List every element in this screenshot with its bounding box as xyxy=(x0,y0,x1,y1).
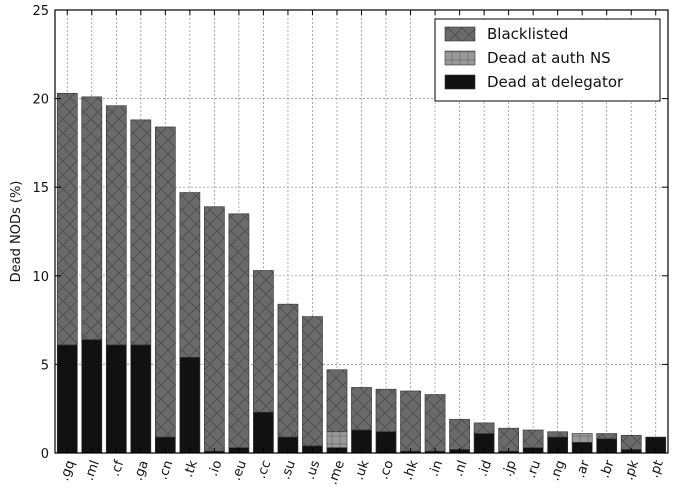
legend-swatch-hatch-dead-at-auth-ns xyxy=(445,51,475,65)
axes: 0 5 10 15 20 25 .gq .ml .cf .ga .cn .tk .io .eu .cc .su… xyxy=(32,4,668,487)
x-tick-label: .ru xyxy=(524,458,544,480)
bar-dead-at-delegator xyxy=(81,339,103,454)
x-tick-label: .io xyxy=(206,458,225,478)
bar-hatch-blacklisted xyxy=(375,389,397,432)
bar-hatch-blacklisted xyxy=(449,419,470,450)
bar-hatch-blacklisted xyxy=(106,105,127,345)
x-tick-label: .pk xyxy=(621,458,642,482)
x-tick-label: .cf xyxy=(108,458,128,478)
bar-hatch-blacklisted xyxy=(523,429,544,448)
bar-hatch-blacklisted xyxy=(277,304,298,438)
bar-hatch-blacklisted xyxy=(547,431,568,438)
x-tick-label: .in xyxy=(427,458,447,478)
bar-dead-at-delegator xyxy=(105,344,127,454)
bar-hatch-blacklisted xyxy=(253,270,274,413)
x-tick-label: .nl xyxy=(451,458,471,478)
bar-hatch-dead-at-auth-ns xyxy=(572,433,593,443)
bar-hatch-blacklisted xyxy=(204,206,225,452)
x-tick-label: .tk xyxy=(181,458,201,479)
bar-hatch-blacklisted xyxy=(179,192,200,358)
y-tick-label: 25 xyxy=(32,4,49,19)
bar-dead-at-delegator xyxy=(56,344,78,454)
x-tick-label: .jp xyxy=(500,458,520,478)
x-tick-label: .pt xyxy=(647,458,667,480)
bar-hatch-blacklisted xyxy=(155,126,176,438)
bar-hatch-blacklisted xyxy=(57,93,78,345)
legend-label-dead-at-auth-ns: Dead at auth NS xyxy=(487,49,611,67)
bar-hatch-blacklisted xyxy=(228,213,249,448)
x-tick-label: .ar xyxy=(573,458,593,480)
x-tick-label: .eu xyxy=(229,458,250,482)
x-tick-label: .su xyxy=(278,458,299,481)
x-tick-label: .ga xyxy=(131,458,152,482)
y-tick-label: 20 xyxy=(32,93,49,108)
bar-dead-at-delegator xyxy=(253,411,274,454)
bar-hatch-blacklisted xyxy=(474,422,495,434)
x-tick-label: .ml xyxy=(82,458,103,482)
x-tick-label: .br xyxy=(598,458,618,480)
bar-hatch-blacklisted xyxy=(302,316,323,446)
x-tick-label: .uk xyxy=(352,458,373,482)
y-tick-label: 5 xyxy=(41,358,49,373)
bar-hatch-blacklisted xyxy=(326,369,348,432)
x-tick-label: .us xyxy=(303,458,324,481)
bar-hatch-blacklisted xyxy=(400,390,421,452)
bar-hatch-dead-at-auth-ns xyxy=(326,431,348,448)
x-tick-label: .id xyxy=(476,458,496,478)
x-tick-label: .co xyxy=(376,458,397,481)
legend-label-blacklisted: Blacklisted xyxy=(487,25,568,43)
bar-hatch-blacklisted xyxy=(130,119,151,345)
bar-hatch-blacklisted xyxy=(621,435,642,450)
x-tick-label: .hk xyxy=(401,458,422,482)
x-tick-label: .ng xyxy=(548,458,569,483)
bar-hatch-blacklisted xyxy=(81,96,102,340)
x-tick-label: .me xyxy=(325,458,348,486)
legend-label-dead-at-delegator: Dead at delegator xyxy=(487,73,624,91)
x-tick-label: .gq xyxy=(57,458,78,483)
grid xyxy=(55,9,668,454)
legend-swatch-hatch-blacklisted xyxy=(445,27,475,41)
bar-dead-at-delegator xyxy=(130,344,152,454)
legend-swatch-dead-at-delegator xyxy=(444,74,476,90)
bar-hatch-blacklisted xyxy=(351,387,372,430)
bars xyxy=(56,92,667,454)
bar-hatch-blacklisted xyxy=(425,394,446,452)
x-tick-label: .cn xyxy=(156,458,177,481)
bar-hatch-blacklisted xyxy=(596,433,617,439)
bar-hatch-blacklisted xyxy=(498,428,519,452)
y-tick-label: 10 xyxy=(32,270,49,285)
legend: Blacklisted Dead at auth NS Dead at delega… xyxy=(434,18,661,102)
x-tick-label: .cc xyxy=(254,458,274,480)
bar-dead-at-delegator xyxy=(179,357,201,454)
y-tick-label: 15 xyxy=(32,181,49,196)
y-axis-title: Dead NODs (%) xyxy=(9,181,24,283)
y-tick-label: 0 xyxy=(41,447,49,462)
